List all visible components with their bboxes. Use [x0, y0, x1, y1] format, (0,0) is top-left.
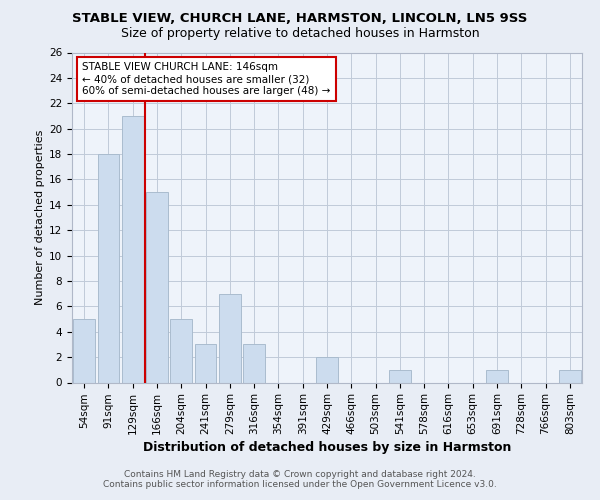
Bar	[559, 370, 581, 382]
Bar	[97, 154, 119, 382]
Bar	[316, 357, 338, 382]
Bar	[389, 370, 411, 382]
Y-axis label: Number of detached properties: Number of detached properties	[35, 130, 45, 305]
Bar	[243, 344, 265, 383]
Bar	[146, 192, 168, 382]
Bar	[73, 319, 95, 382]
Text: STABLE VIEW CHURCH LANE: 146sqm
← 40% of detached houses are smaller (32)
60% of: STABLE VIEW CHURCH LANE: 146sqm ← 40% of…	[82, 62, 331, 96]
Text: Size of property relative to detached houses in Harmston: Size of property relative to detached ho…	[121, 28, 479, 40]
Bar	[170, 319, 192, 382]
Bar	[122, 116, 143, 382]
Bar	[219, 294, 241, 382]
Bar	[486, 370, 508, 382]
Text: Contains HM Land Registry data © Crown copyright and database right 2024.
Contai: Contains HM Land Registry data © Crown c…	[103, 470, 497, 489]
Text: STABLE VIEW, CHURCH LANE, HARMSTON, LINCOLN, LN5 9SS: STABLE VIEW, CHURCH LANE, HARMSTON, LINC…	[73, 12, 527, 26]
Bar	[194, 344, 217, 383]
X-axis label: Distribution of detached houses by size in Harmston: Distribution of detached houses by size …	[143, 442, 511, 454]
